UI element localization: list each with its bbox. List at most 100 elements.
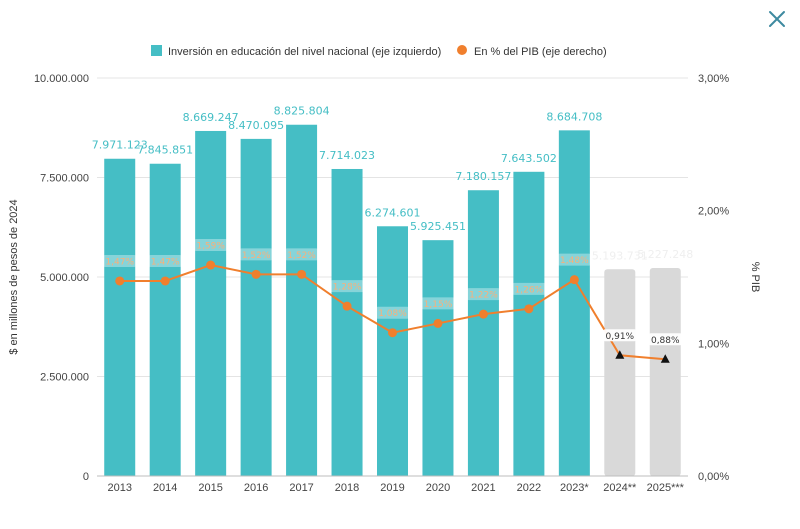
y-tick-label: 2.500.000	[40, 372, 89, 384]
pct-value-label: 1,26%	[515, 285, 544, 295]
y2-tick-label: 0,00%	[698, 471, 729, 483]
pct-point	[206, 260, 216, 270]
y-axis-title: $ en millones de pesos de 2024	[8, 199, 20, 354]
x-tick-label: 2024**	[603, 482, 637, 494]
bar-value-label: 7.180.157	[455, 170, 511, 183]
y2-axis-title: % PIB	[749, 262, 761, 293]
bar-value-label: 7.971.123	[92, 139, 148, 152]
bar	[467, 190, 499, 477]
y2-tick-label: 2,00%	[698, 206, 729, 218]
bar-value-label: 8.470.095	[228, 119, 284, 132]
pct-value-label: 1,47%	[151, 257, 180, 267]
pct-value-label: 1,08%	[378, 309, 407, 319]
pct-label-bg	[557, 253, 591, 266]
legend-label-line: En % del PIB (eje derecho)	[474, 46, 607, 58]
close-button[interactable]	[764, 6, 790, 32]
bar	[104, 158, 136, 476]
pct-point	[478, 309, 488, 319]
pct-value-label: 1,47%	[105, 257, 134, 267]
pct-point	[388, 328, 397, 338]
pct-point	[524, 304, 534, 314]
pct-point-projected	[615, 350, 625, 359]
pct-value-label: 0,88%	[651, 336, 680, 346]
y-tick-label: 10.000.000	[34, 73, 89, 85]
bar	[649, 267, 681, 476]
x-tick-label: 2022	[517, 482, 541, 494]
pct-value-label: 1,48%	[560, 256, 589, 266]
legend-label-bars: Inversión en educación del nivel naciona…	[168, 46, 441, 58]
pct-point	[115, 276, 125, 286]
x-tick-label: 2014	[153, 482, 177, 494]
bar	[149, 163, 181, 477]
bar	[513, 171, 545, 476]
pct-label-bg	[648, 333, 682, 346]
bar-value-label: 6.274.601	[365, 206, 421, 219]
pct-point	[433, 318, 443, 328]
bar	[240, 138, 272, 477]
x-tick-label: 2017	[289, 482, 313, 494]
x-tick-label: 2019	[380, 482, 404, 494]
bar	[558, 130, 590, 476]
bar	[604, 269, 636, 476]
bar-value-label: 5.925.451	[410, 220, 466, 233]
legend-swatch-line	[457, 45, 467, 55]
bar-value-label: 8.669.247	[183, 111, 239, 124]
bar-value-label: 7.643.502	[501, 152, 557, 165]
bar-value-label: 8.825.804	[274, 105, 330, 118]
pct-label-bg	[466, 288, 500, 301]
bar	[422, 240, 454, 476]
pct-value-label: 1,59%	[196, 242, 225, 252]
bar-value-label: 5.193.731	[592, 249, 648, 262]
x-tick-label: 2020	[426, 482, 450, 494]
bars	[104, 124, 681, 477]
pct-label-bg	[194, 239, 228, 252]
y-tick-label: 7.500.000	[40, 173, 89, 185]
x-tick-label: 2015	[198, 482, 222, 494]
bar	[377, 226, 408, 476]
x-tick-label: 2023*	[560, 482, 589, 494]
x-tick-label: 2021	[471, 482, 495, 494]
pct-value-label: 1,52%	[242, 251, 271, 261]
pct-label-bg	[239, 248, 273, 261]
pct-value-label: 1,28%	[333, 283, 362, 293]
pct-point	[569, 275, 579, 285]
pct-label-bg	[603, 329, 637, 342]
x-tick-label: 2016	[244, 482, 268, 494]
pct-value-label: 0,91%	[606, 332, 635, 342]
pct-value-label: 1,15%	[424, 300, 453, 310]
close-icon	[769, 11, 785, 27]
legend: Inversión en educación del nivel naciona…	[151, 45, 607, 58]
axes: $ en millones de pesos de 2024 % PIB 0 2.…	[8, 73, 761, 494]
pct-value-label: 1,22%	[469, 291, 498, 301]
pct-point	[251, 269, 261, 279]
pct-label-bg	[148, 254, 182, 267]
pct-label-bg	[421, 297, 455, 310]
pct-label-bg	[330, 280, 364, 293]
pct-line	[115, 260, 670, 363]
bar	[195, 130, 227, 476]
pct-label-bg	[103, 254, 137, 267]
y2-tick-label: 3,00%	[698, 73, 729, 85]
x-tick-label: 2013	[107, 482, 131, 494]
y-tick-label: 0	[83, 471, 89, 483]
bar-value-label: 7.714.023	[319, 149, 375, 162]
bar-value-label: 7.845.851	[137, 144, 193, 157]
pct-label-bg	[376, 306, 409, 319]
bar-value-label: 5.227.248	[637, 248, 693, 261]
bar-value-label: 8.684.708	[546, 110, 602, 123]
bar	[331, 168, 363, 477]
bar	[286, 124, 318, 476]
pct-point	[342, 301, 352, 311]
legend-swatch-bars	[151, 45, 162, 56]
y2-tick-label: 1,00%	[698, 338, 729, 350]
x-tick-label: 2025***	[647, 482, 685, 494]
x-tick-label: 2018	[335, 482, 359, 494]
pct-point	[297, 269, 307, 279]
pct-label-bg	[512, 282, 546, 295]
pct-point-projected	[660, 354, 670, 363]
pct-point	[160, 276, 170, 286]
pct-label-bg	[285, 248, 319, 261]
pct-value-label: 1,52%	[287, 251, 316, 261]
